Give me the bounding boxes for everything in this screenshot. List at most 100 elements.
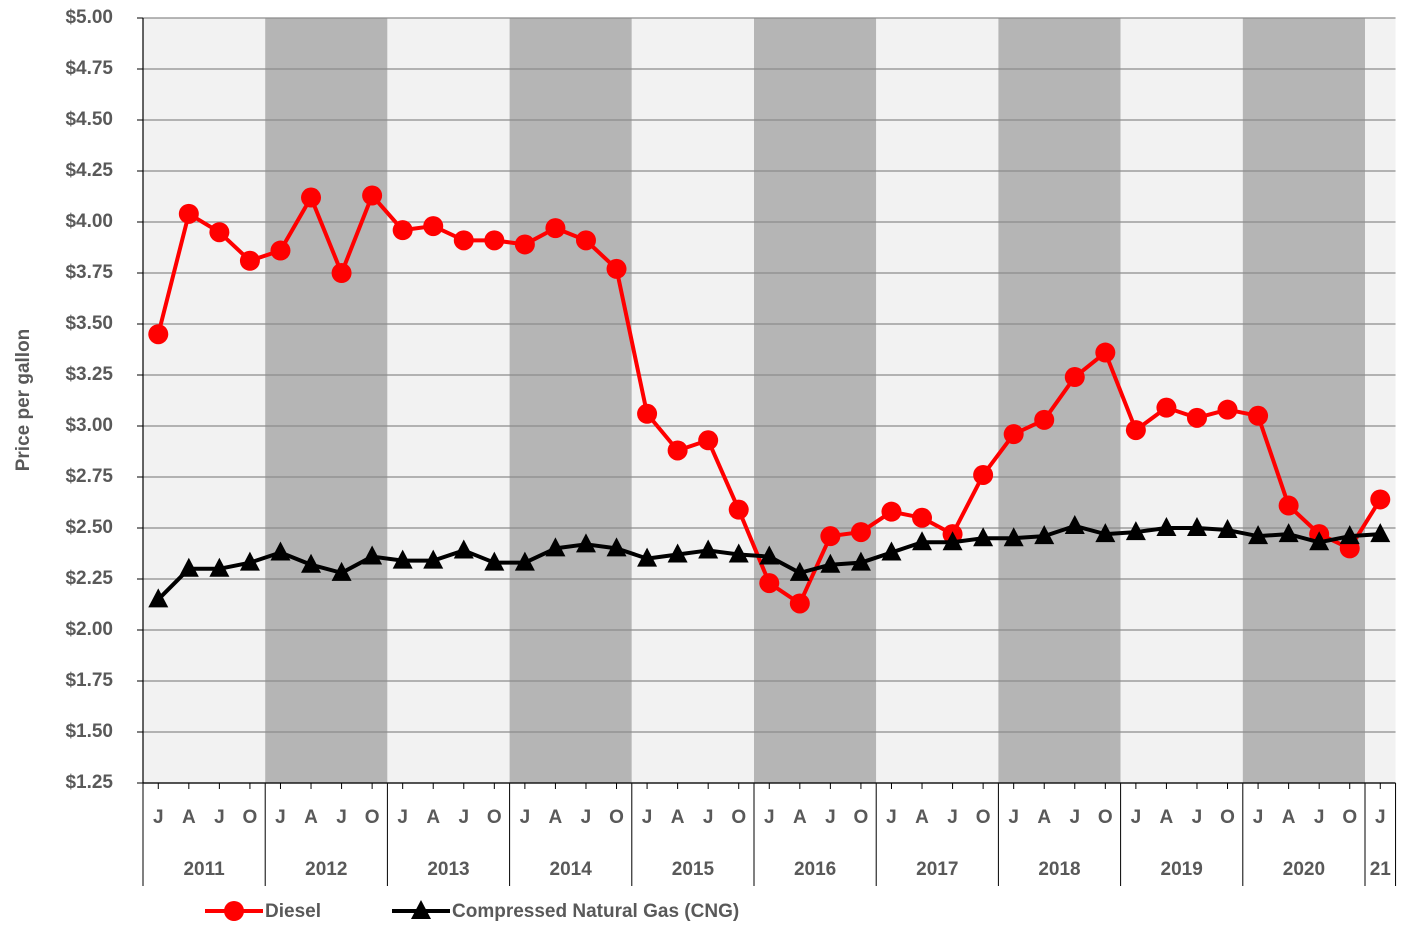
x-tick-label: J [947, 807, 958, 828]
x-group-label: 21 [1370, 859, 1392, 880]
y-tick-label: $4.50 [65, 109, 113, 130]
x-tick-label: A [1282, 807, 1296, 828]
x-tick-label: J [1253, 807, 1264, 828]
data-point [728, 543, 749, 563]
x-tick-label: A [1037, 807, 1051, 828]
x-tick-label: J [703, 807, 714, 828]
x-group-label: 2012 [305, 859, 347, 880]
y-tick-label: $4.00 [65, 211, 113, 232]
y-tick-label: $1.75 [65, 670, 113, 691]
x-tick-label: O [365, 807, 380, 828]
data-point [1156, 517, 1177, 536]
x-tick-label: J [153, 807, 164, 828]
data-point [514, 551, 535, 571]
year-band [387, 18, 510, 783]
data-point [453, 539, 474, 559]
data-point [331, 263, 352, 283]
x-tick-label: J [764, 807, 775, 828]
data-point [667, 543, 688, 563]
y-axis-label: Price per gallon [13, 329, 34, 472]
data-point [881, 501, 902, 522]
data-point [1370, 523, 1391, 543]
legend-item: Compressed Natural Gas (CNG) [392, 900, 739, 922]
y-tick-label: $4.75 [65, 58, 113, 79]
x-tick-label: J [1192, 807, 1203, 828]
data-point [1248, 525, 1269, 545]
y-tick-label: $2.50 [65, 517, 113, 538]
data-point [1003, 424, 1024, 445]
data-point [392, 549, 413, 569]
y-tick-label: $3.75 [65, 262, 113, 283]
data-point [1034, 525, 1055, 545]
year-band [1120, 18, 1243, 783]
x-tick-label: O [487, 807, 502, 828]
y-tick-label: $1.25 [65, 772, 113, 793]
y-tick-label: $2.75 [65, 466, 113, 487]
data-point [1095, 342, 1116, 363]
data-point [1339, 525, 1360, 545]
data-point [1064, 367, 1085, 388]
x-tick-label: A [671, 807, 685, 828]
year-band [265, 18, 388, 783]
x-tick-label: J [1008, 807, 1019, 828]
data-point [1125, 420, 1146, 441]
data-point [301, 553, 322, 573]
data-point [575, 533, 596, 553]
data-point [912, 531, 933, 551]
data-point [270, 240, 291, 261]
x-group-label: 2018 [1038, 859, 1080, 880]
legend-marker [224, 901, 244, 921]
year-band [1365, 18, 1396, 783]
x-tick-label: O [1220, 807, 1235, 828]
data-point [209, 557, 230, 577]
y-tick-label: $2.00 [65, 619, 113, 640]
legend-label: Compressed Natural Gas (CNG) [452, 901, 739, 922]
x-tick-label: O [976, 807, 991, 828]
year-band [754, 18, 877, 783]
data-point [270, 541, 291, 561]
y-tick-label: $2.25 [65, 568, 113, 589]
data-point [575, 230, 596, 251]
year-band [631, 18, 754, 783]
x-group-label: 2020 [1283, 859, 1325, 880]
year-band [143, 18, 266, 783]
data-point [301, 187, 322, 208]
data-point [1186, 407, 1207, 428]
x-tick-label: O [731, 807, 746, 828]
y-tick-label: $1.50 [65, 721, 113, 742]
x-tick-label: J [825, 807, 836, 828]
data-point [423, 216, 444, 237]
data-point [606, 537, 627, 557]
data-point [178, 203, 199, 224]
x-tick-label: O [1098, 807, 1113, 828]
y-tick-label: $3.50 [65, 313, 113, 334]
x-tick-label: A [426, 807, 440, 828]
year-band [1242, 18, 1365, 783]
data-point [514, 234, 535, 255]
x-tick-label: J [458, 807, 469, 828]
data-point [1156, 397, 1177, 418]
x-group-label: 2017 [916, 859, 958, 880]
x-tick-label: A [1160, 807, 1174, 828]
x-group-label: 2016 [794, 859, 836, 880]
data-point [148, 324, 169, 345]
data-point [1064, 514, 1085, 534]
legend-label: Diesel [265, 901, 321, 922]
data-point [759, 545, 780, 565]
data-point [1217, 519, 1238, 539]
x-group-label: 2014 [550, 859, 593, 880]
data-point [942, 531, 963, 551]
data-point [1003, 527, 1024, 547]
data-point [484, 551, 505, 571]
data-point [453, 230, 474, 251]
data-point [545, 537, 566, 557]
data-point [1186, 517, 1207, 536]
x-group-label: 2015 [672, 859, 715, 880]
data-point [820, 526, 841, 547]
year-band [876, 18, 999, 783]
x-tick-label: J [1069, 807, 1080, 828]
data-point [973, 527, 994, 547]
legend-item: Diesel [205, 901, 321, 922]
data-point [850, 522, 871, 543]
